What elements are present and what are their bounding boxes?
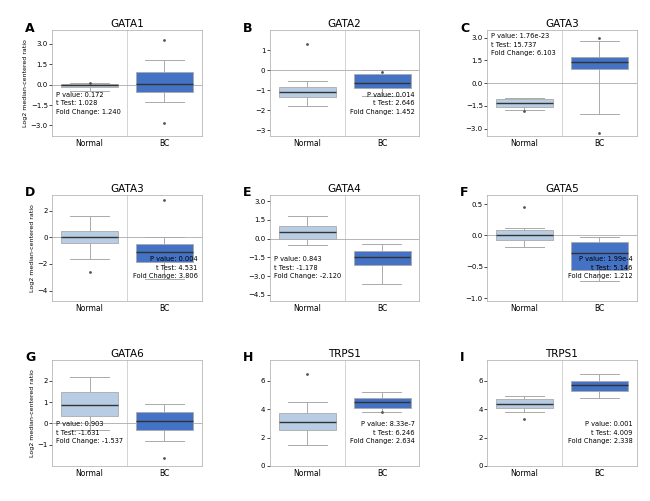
Text: F: F <box>460 186 469 199</box>
Bar <box>496 399 553 408</box>
Bar <box>571 242 628 270</box>
Text: P value: 0.004
t Test: 4.531
Fold Change: 3.806: P value: 0.004 t Test: 4.531 Fold Change… <box>133 257 198 280</box>
Bar <box>571 58 628 69</box>
Bar <box>496 230 553 240</box>
Text: H: H <box>242 351 253 364</box>
Text: G: G <box>25 351 35 364</box>
Bar <box>496 99 553 107</box>
Text: I: I <box>460 351 465 364</box>
Bar <box>354 74 411 88</box>
Bar <box>278 226 335 238</box>
Title: GATA2: GATA2 <box>328 19 361 29</box>
Text: D: D <box>25 186 35 199</box>
Title: GATA6: GATA6 <box>110 349 144 359</box>
Title: GATA3: GATA3 <box>110 184 144 194</box>
Title: GATA5: GATA5 <box>545 184 579 194</box>
Title: TRPS1: TRPS1 <box>545 349 578 359</box>
Bar <box>354 398 411 408</box>
Title: TRPS1: TRPS1 <box>328 349 361 359</box>
Bar <box>278 413 335 430</box>
Text: P value: 0.001
t Test: 4.009
Fold Change: 2.338: P value: 0.001 t Test: 4.009 Fold Change… <box>567 421 632 444</box>
Text: B: B <box>242 22 252 35</box>
Bar <box>136 412 193 430</box>
Title: GATA1: GATA1 <box>110 19 144 29</box>
Bar <box>354 251 411 265</box>
Bar <box>278 87 335 97</box>
Bar <box>61 231 118 243</box>
Y-axis label: Log2 median-centered ratio: Log2 median-centered ratio <box>23 39 28 127</box>
Text: A: A <box>25 22 34 35</box>
Text: P value: 0.903
t Test: -1.631
Fold Change: -1.537: P value: 0.903 t Test: -1.631 Fold Chang… <box>57 421 124 444</box>
Text: P value: 0.014
t Test: 2.646
Fold Change: 1.452: P value: 0.014 t Test: 2.646 Fold Change… <box>350 92 415 115</box>
Y-axis label: Log2 median-centered ratio: Log2 median-centered ratio <box>30 204 35 292</box>
Title: GATA3: GATA3 <box>545 19 579 29</box>
Bar <box>136 244 193 262</box>
Text: P value: 0.172
t Test: 1.028
Fold Change: 1.240: P value: 0.172 t Test: 1.028 Fold Change… <box>57 92 122 115</box>
Bar <box>571 381 628 391</box>
Bar <box>136 72 193 92</box>
Text: P value: 1.76e-23
t Test: 15.737
Fold Change: 6.103: P value: 1.76e-23 t Test: 15.737 Fold Ch… <box>491 33 556 56</box>
Title: GATA4: GATA4 <box>328 184 361 194</box>
Text: C: C <box>460 22 469 35</box>
Y-axis label: Log2 median-centered ratio: Log2 median-centered ratio <box>30 369 34 457</box>
Text: P value: 8.33e-7
t Test: 6.246
Fold Change: 2.634: P value: 8.33e-7 t Test: 6.246 Fold Chan… <box>350 421 415 444</box>
Text: P value: 0.843
t Test: -1.178
Fold Change: -2.120: P value: 0.843 t Test: -1.178 Fold Chang… <box>274 257 341 280</box>
Bar <box>61 84 118 87</box>
Text: E: E <box>242 186 251 199</box>
Bar <box>61 391 118 416</box>
Text: P value: 1.99e-4
t Test: 5.146
Fold Change: 1.212: P value: 1.99e-4 t Test: 5.146 Fold Chan… <box>567 257 632 280</box>
